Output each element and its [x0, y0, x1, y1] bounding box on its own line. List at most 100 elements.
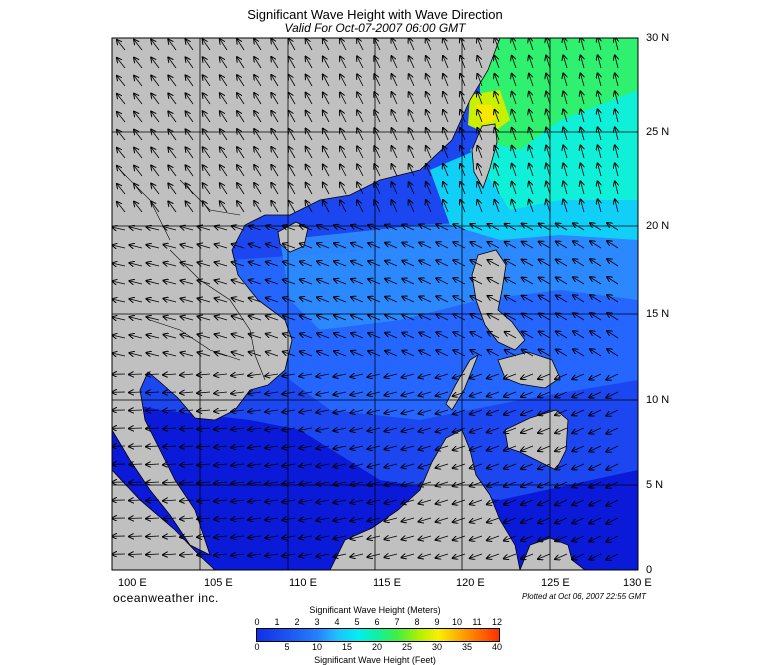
brand-logo-text: oceanweather inc.: [113, 591, 219, 605]
wave-direction-arrow: [453, 332, 466, 339]
wave-direction-arrow: [168, 166, 177, 177]
wave-direction-arrow: [555, 445, 568, 451]
wave-direction-arrow: [333, 446, 347, 449]
wave-direction-arrow: [317, 297, 330, 303]
wave-direction-arrow: [317, 279, 330, 285]
wave-direction-arrow: [402, 225, 415, 231]
wave-direction-arrow: [589, 427, 602, 434]
wave-direction-arrow: [436, 518, 449, 522]
wave-direction-arrow: [151, 130, 160, 141]
wave-direction-arrow: [521, 481, 534, 487]
wave-direction-arrow: [598, 163, 601, 177]
wave-direction-arrow: [299, 374, 313, 376]
wave-direction-arrow: [232, 316, 245, 320]
wave-direction-arrow: [146, 227, 160, 230]
wave-direction-arrow: [237, 75, 245, 87]
wave-direction-arrow: [181, 263, 194, 267]
wave-direction-arrow: [615, 127, 618, 141]
wave-direction-arrow: [203, 111, 211, 123]
wave-direction-arrow: [402, 279, 415, 285]
wave-direction-arrow: [555, 553, 568, 559]
wave-direction-arrow: [607, 295, 619, 303]
wave-direction-arrow: [198, 244, 211, 248]
wave-direction-arrow: [215, 280, 228, 284]
wave-direction-arrow: [248, 536, 262, 538]
wave-direction-arrow: [231, 374, 245, 376]
wave-direction-arrow: [538, 535, 551, 541]
wave-direction-arrow: [203, 93, 211, 105]
wave-direction-arrow: [333, 536, 347, 539]
wave-direction-arrow: [180, 482, 194, 483]
wave-direction-arrow: [180, 536, 194, 537]
wave-direction-arrow: [512, 92, 517, 105]
wave-direction-arrow: [168, 94, 177, 105]
meter-tick: 12: [491, 617, 502, 627]
wave-direction-arrow: [151, 184, 160, 195]
wave-direction-arrow: [340, 201, 347, 213]
wave-direction-arrow: [323, 147, 330, 159]
wave-direction-arrow: [487, 409, 500, 414]
wave-direction-arrow: [151, 202, 160, 213]
wave-direction-arrow: [350, 500, 364, 503]
wave-direction-arrow: [198, 262, 211, 266]
wave-direction-arrow: [367, 482, 381, 485]
wave-direction-arrow: [555, 517, 568, 523]
wave-direction-arrow: [299, 446, 313, 448]
wave-direction-arrow: [265, 410, 279, 412]
wave-direction-arrow: [426, 110, 432, 123]
wave-direction-arrow: [539, 350, 551, 357]
wave-direction-arrow: [470, 224, 483, 231]
wave-direction-arrow: [426, 56, 432, 69]
wave-direction-arrow: [538, 445, 551, 451]
wave-direction-arrow: [306, 165, 313, 177]
wave-direction-arrow: [323, 93, 330, 105]
wave-direction-arrow: [163, 410, 177, 411]
wave-direction-arrow: [350, 464, 364, 467]
wave-direction-arrow: [214, 428, 228, 429]
wave-direction-arrow: [488, 260, 500, 267]
wave-direction-arrow: [573, 223, 585, 231]
wave-direction-arrow: [351, 243, 364, 249]
wave-direction-arrow: [249, 226, 262, 231]
meter-tick: 10: [451, 617, 462, 627]
wave-direction-arrow: [538, 463, 551, 469]
wave-direction-arrow: [529, 146, 534, 159]
wave-direction-arrow: [249, 244, 262, 249]
wave-direction-arrow: [333, 482, 347, 485]
wave-direction-arrow: [436, 500, 449, 504]
wave-direction-arrow: [237, 183, 245, 195]
wave-direction-arrow: [180, 392, 194, 393]
wave-direction-arrow: [266, 298, 279, 303]
wave-direction-arrow: [546, 92, 550, 105]
wave-direction-arrow: [488, 332, 500, 339]
wave-direction-arrow: [283, 280, 296, 285]
wave-direction-arrow: [249, 280, 262, 285]
wave-direction-arrow: [237, 147, 245, 159]
wave-direction-arrow: [129, 374, 143, 375]
wave-direction-arrow: [265, 500, 279, 502]
wave-direction-arrow: [436, 224, 449, 231]
wave-direction-arrow: [283, 316, 296, 321]
wave-direction-arrow: [470, 350, 483, 357]
wave-direction-arrow: [146, 317, 160, 320]
wave-direction-arrow: [453, 314, 466, 321]
wave-direction-arrow: [186, 39, 194, 51]
wave-direction-arrow: [615, 38, 618, 51]
wave-direction-arrow: [512, 128, 517, 141]
wave-direction-arrow: [299, 464, 313, 466]
wave-direction-arrow: [340, 93, 347, 105]
wave-direction-arrow: [271, 147, 279, 159]
wave-direction-arrow: [546, 74, 550, 87]
lat-label-15n: 15 N: [646, 308, 670, 320]
wave-direction-arrow: [282, 428, 296, 430]
wave-direction-arrow: [333, 428, 347, 431]
wave-direction-arrow: [443, 182, 449, 195]
wave-direction-arrow: [538, 409, 551, 415]
wave-direction-arrow: [231, 518, 245, 520]
wave-direction-arrow: [521, 535, 534, 541]
wave-direction-arrow: [300, 352, 313, 357]
wave-direction-arrow: [409, 38, 415, 51]
wave-direction-arrow: [521, 499, 534, 505]
wave-direction-arrow: [146, 500, 160, 501]
wave-direction-arrow: [168, 40, 177, 51]
